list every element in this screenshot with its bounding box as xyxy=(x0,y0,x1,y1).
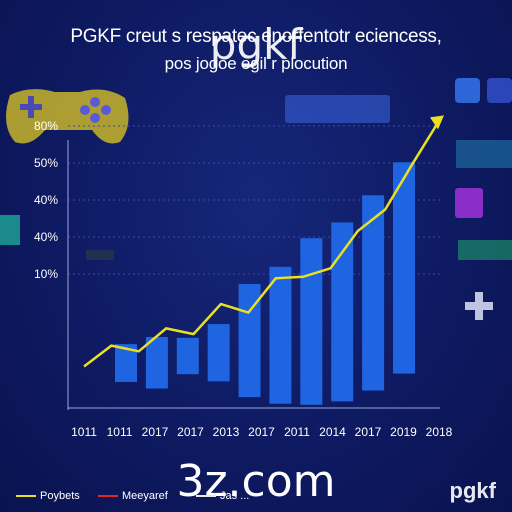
x-tick-label: 2011 xyxy=(284,425,310,439)
bar xyxy=(331,222,354,402)
chart-title: PGKF creut s respatec enorfentotr ecienc… xyxy=(70,26,442,47)
legend-label: Meeyaref xyxy=(122,490,168,502)
x-tick-label: 2018 xyxy=(426,425,453,439)
bar xyxy=(207,324,230,382)
x-tick-label: 2014 xyxy=(319,425,346,439)
bar xyxy=(393,162,415,374)
chart-subtitle: pos jogoe egil r plocution xyxy=(164,54,348,73)
plus-icon xyxy=(465,292,493,320)
y-tick-label: 40% xyxy=(34,230,58,244)
tetris-block-icon xyxy=(0,215,20,245)
bar xyxy=(362,195,385,391)
app-tile-icon xyxy=(458,240,512,260)
bar xyxy=(115,344,137,382)
legend-swatch xyxy=(16,495,36,497)
y-tick-label: 80% xyxy=(34,119,58,133)
x-tick-label: 1011 xyxy=(71,425,97,439)
x-tick-label: 2017 xyxy=(142,425,169,439)
brand-logo: pgkf xyxy=(449,478,496,503)
app-tile-icon xyxy=(456,140,512,168)
y-tick-label: 50% xyxy=(34,156,58,170)
bar xyxy=(145,336,168,389)
trend-line xyxy=(83,118,442,368)
app-tile-icon xyxy=(455,188,483,218)
bar xyxy=(176,337,199,375)
x-tick-label: 2017 xyxy=(177,425,204,439)
legend-item: Jas ... xyxy=(196,490,249,502)
watermark-top: pgkf xyxy=(209,20,303,69)
legend-item: Meeyaref xyxy=(98,490,168,502)
app-tile-icon xyxy=(487,78,512,103)
app-tile-icon xyxy=(455,78,480,103)
bar xyxy=(300,238,323,405)
x-tick-label: 2017 xyxy=(355,425,382,439)
chip-icon xyxy=(86,250,114,260)
x-tick-label: 2017 xyxy=(248,425,275,439)
gamepad-icon xyxy=(0,80,135,150)
legend-swatch xyxy=(98,495,118,497)
bar xyxy=(269,266,292,404)
x-tick-label: 1011 xyxy=(107,425,133,439)
x-tick-label: 2013 xyxy=(213,425,240,439)
screen-panel-icon xyxy=(285,95,390,123)
legend-item: Poybets xyxy=(16,490,80,502)
x-tick-label: 2019 xyxy=(390,425,417,439)
y-tick-label: 40% xyxy=(34,193,58,207)
legend-label: Jas ... xyxy=(220,490,250,502)
y-tick-label: 10% xyxy=(34,267,58,281)
arrow-head-icon xyxy=(430,115,444,130)
legend-swatch xyxy=(196,495,216,497)
legend-label: Poybets xyxy=(40,490,80,502)
watermark-bottom: 3z.com xyxy=(176,456,336,507)
